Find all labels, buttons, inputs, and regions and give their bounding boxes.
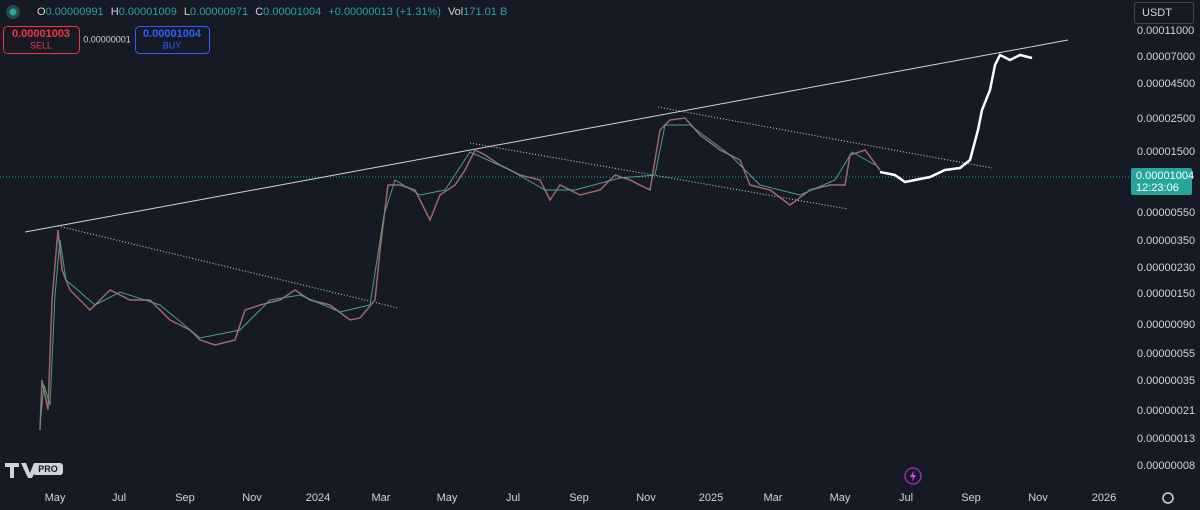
time-label: May [437,492,458,504]
time-label: Nov [636,492,656,504]
buy-button[interactable] [135,26,210,54]
spread: 0.00000001 [83,34,131,44]
lightning-button[interactable] [904,467,922,485]
sell-price: 0.00001003 [12,28,70,40]
price-axis: 0.00011000 0.00007000 0.00004500 0.00002500… [1137,25,1195,472]
price-label: 0.00007000 [1137,51,1195,63]
logo-badge-text: PRO [38,464,58,474]
time-label: 2025 [699,492,723,504]
ohlc-label: L [184,6,190,18]
settings-button[interactable] [1162,492,1174,504]
price-label: 0.00000055 [1137,348,1195,360]
time-label: Jul [112,492,126,504]
price-label: 0.00000090 [1137,319,1195,331]
lightning-icon [910,470,916,482]
trend-line [469,142,849,210]
buy-price: 0.00001004 [143,28,202,40]
time-label: Mar [764,492,783,504]
ohlc-value: 0.00001004 [263,6,321,18]
price-label: 0.00004500 [1137,78,1195,90]
time-label: Sep [961,492,981,504]
price-label: 0.00000150 [1137,288,1195,300]
ohlc-value: 0.00000991 [46,6,104,18]
sell-button[interactable] [3,26,80,54]
ohlc-label: O [37,6,46,18]
countdown: 12:23:06 [1136,182,1179,194]
ohlc-line: O0.00000991 H0.00001009 L0.00000971 C0.0… [37,6,507,18]
price-label: 0.00000021 [1137,405,1195,417]
price-label: 0.00011000 [1137,25,1194,37]
ohlc-value: 0.00000971 [190,6,248,18]
price-label: 0.00000230 [1137,262,1195,274]
logo-badge [33,463,63,475]
time-label: Jul [899,492,913,504]
time-axis: May Jul Sep Nov 2024 Mar May Jul Sep Nov 2025 Mar Ma… [45,492,1117,504]
time-label: May [830,492,851,504]
price-label: 0.00002500 [1137,113,1195,125]
time-label: 2026 [1092,492,1116,504]
sell-label: SELL [30,40,52,50]
price-label: 0.00000013 [1137,433,1195,445]
time-label: 2024 [306,492,330,504]
logo-mark [5,463,39,478]
price-label: 0.00000008 [1137,460,1195,472]
price-label: 0.00001500 [1137,146,1195,158]
ohlc-label: C [255,6,263,18]
trend-line [24,39,1069,233]
buy-label: BUY [163,40,182,50]
volume-value: 171.01 B [463,6,507,18]
volume-label: Vol [448,6,463,18]
ohlc-label: H [111,6,119,18]
trend-line [57,225,399,309]
currency: USDT [1142,7,1172,19]
logo[interactable]: PRO [5,463,63,478]
last-price: 0.00001004 [1136,170,1194,182]
currency-select[interactable] [1134,2,1194,24]
last-price-tag [1131,168,1192,195]
price-label: 0.00000350 [1137,235,1195,247]
time-label: Mar [372,492,391,504]
time-label: Sep [175,492,195,504]
price-series [39,117,881,431]
time-label: Sep [569,492,589,504]
time-label: Nov [242,492,262,504]
price-label: 0.00000550 [1137,207,1195,219]
projection [879,53,1033,184]
price-label: 0.00000035 [1137,375,1195,387]
change: +0.00000013 (+1.31%) [328,6,441,18]
price-series [39,124,876,426]
ohlc-value: 0.00001009 [119,6,177,18]
trend-line [657,106,993,169]
time-label: Jul [506,492,520,504]
symbol-icon-dot [9,8,17,16]
time-label: May [45,492,66,504]
time-label: Nov [1028,492,1048,504]
